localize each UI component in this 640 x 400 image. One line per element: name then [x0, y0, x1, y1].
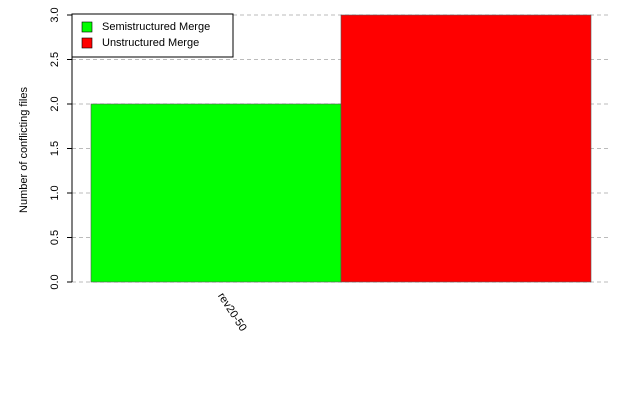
y-tick-label: 2.5 [49, 52, 61, 67]
y-axis-label: Number of conflicting files [18, 87, 30, 213]
y-tick-label: 0.0 [49, 274, 61, 289]
y-tick-label: 0.5 [49, 230, 61, 245]
bars [90, 14, 592, 283]
y-tick-label: 1.5 [49, 141, 61, 156]
legend-label: Semistructured Merge [102, 21, 210, 33]
legend-swatch [81, 21, 93, 33]
legend-box [71, 13, 234, 58]
x-tick-label: rev20-50 [215, 291, 249, 334]
bar [90, 103, 342, 283]
y-tick-label: 3.0 [49, 7, 61, 22]
y-tick-label: 1.0 [49, 185, 61, 200]
bar [340, 14, 592, 283]
legend-label: Unstructured Merge [102, 37, 199, 49]
legend-swatch [81, 37, 93, 49]
y-tick-label: 2.0 [49, 96, 61, 111]
legend: Semistructured Merge Unstructured Merge [71, 13, 234, 58]
